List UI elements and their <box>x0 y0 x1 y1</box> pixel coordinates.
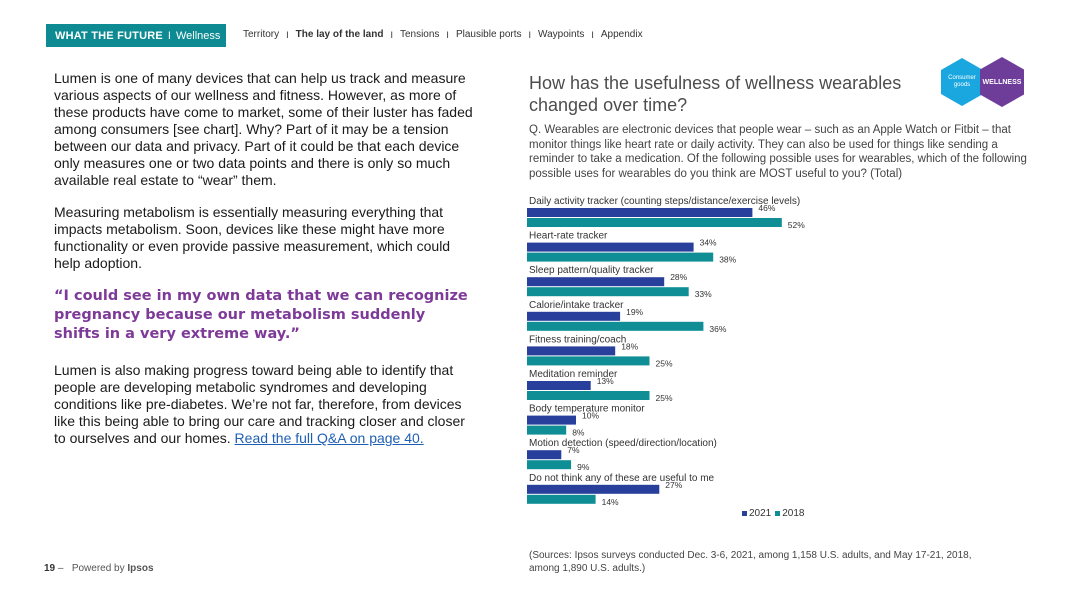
category-label: Meditation reminder <box>529 369 618 380</box>
data-label: 8% <box>572 428 585 438</box>
data-label: 13% <box>597 376 614 386</box>
page-footer: 19 – Powered by Ipsos <box>44 563 154 574</box>
legend-swatch-2018 <box>775 511 781 516</box>
nav-item-plausible-ports[interactable]: Plausible ports <box>455 29 522 40</box>
nav-separator: I <box>591 29 594 40</box>
sources-note: (Sources: Ipsos surveys conducted Dec. 3… <box>529 550 972 574</box>
chart-title: How has the usefulness of wellness weara… <box>529 73 902 115</box>
pull-quote: “I could see in my own data that we can … <box>54 288 468 342</box>
nav-item-tensions[interactable]: Tensions <box>399 29 440 40</box>
bar-2021 <box>527 484 660 494</box>
paragraph-2: Measuring metabolism is essentially meas… <box>54 204 451 271</box>
legend-swatch-2021 <box>742 511 747 516</box>
legend-label-2018: 2018 <box>782 508 805 519</box>
data-label: 18% <box>621 341 638 351</box>
data-label: 27% <box>665 480 682 490</box>
brand-separator: I <box>167 29 171 42</box>
data-label: 7% <box>567 445 580 455</box>
bar-2018 <box>527 391 650 400</box>
bar-2021 <box>527 311 621 321</box>
bar-2021 <box>527 381 591 390</box>
data-label: 46% <box>758 203 775 213</box>
survey-question: Q. Wearables are electronic devices that… <box>529 124 1027 180</box>
bar-2018 <box>527 460 572 470</box>
nav-item-territory[interactable]: Territory <box>243 29 280 40</box>
data-label: 33% <box>695 289 712 299</box>
nav-item-appendix[interactable]: Appendix <box>600 29 643 40</box>
bar-2018 <box>527 425 567 435</box>
ipsos-brand: Ipsos <box>127 563 154 574</box>
data-label: 52% <box>788 220 805 230</box>
consumer-goods-badge: Consumer goods <box>941 58 983 106</box>
hexagon-icon <box>980 57 1024 107</box>
bar-2018 <box>527 287 689 297</box>
paragraph-3-text: Lumen is also making progress toward bei… <box>54 362 465 446</box>
category-label: Body temperature monitor <box>529 404 645 415</box>
nav-item-waypoints[interactable]: Waypoints <box>538 29 585 40</box>
data-label: 36% <box>709 324 726 334</box>
data-label: 14% <box>602 497 619 506</box>
data-label: 9% <box>577 462 590 472</box>
brand-section: Wellness <box>175 29 221 42</box>
bar-2018 <box>527 356 650 366</box>
bar-2018 <box>527 321 704 331</box>
consumer-goods-label: Consumer goods <box>948 75 976 88</box>
category-label: Motion detection (speed/direction/locati… <box>529 438 717 449</box>
bar-2018 <box>527 252 714 262</box>
page-number: 19 <box>44 563 56 574</box>
bar-2021 <box>527 277 665 287</box>
section-nav: Territory I The lay of the land I Tensio… <box>243 29 643 40</box>
category-label: Do not think any of these are useful to … <box>529 473 715 484</box>
category-label: Calorie/intake tracker <box>529 300 624 311</box>
nav-separator: I <box>286 29 289 40</box>
nav-separator: I <box>528 29 532 40</box>
bar-2021 <box>527 450 562 460</box>
bar-2021 <box>527 208 753 217</box>
bar-2018 <box>527 218 782 227</box>
category-label: Fitness training/coach <box>529 334 626 345</box>
paragraph-3: Lumen is also making progress toward bei… <box>54 362 474 447</box>
legend-label-2021: 2021 <box>749 508 772 519</box>
brand-tag: WHAT THE FUTURE I Wellness <box>46 24 226 47</box>
data-label: 10% <box>582 411 599 421</box>
bar-2021 <box>527 242 694 252</box>
wellness-badge: WELLNESS <box>980 57 1024 107</box>
data-label: 25% <box>656 393 673 403</box>
bar-chart-svg: Daily activity tracker (counting steps/d… <box>527 196 805 507</box>
category-label: Daily activity tracker (counting steps/d… <box>529 196 800 207</box>
bar-2018 <box>527 494 596 504</box>
hexagon-icon <box>941 58 983 106</box>
data-label: 34% <box>700 238 717 248</box>
powered-by-text: Powered by <box>71 563 125 574</box>
chart-legend: 2021 2018 <box>742 508 805 519</box>
category-label: Sleep pattern/quality tracker <box>529 265 654 276</box>
data-label: 38% <box>719 255 736 265</box>
category-label: Heart-rate tracker <box>529 231 608 242</box>
paragraph-1: Lumen is one of many devices that can he… <box>54 70 473 188</box>
bar-chart: Daily activity tracker (counting steps/d… <box>527 194 827 511</box>
footer-dash: – <box>57 563 64 574</box>
data-label: 28% <box>670 272 687 282</box>
qa-link[interactable]: Read the full Q&A on page 40. <box>234 430 424 446</box>
wellness-label: WELLNESS <box>982 78 1022 86</box>
nav-separator: I <box>446 29 449 40</box>
nav-separator: I <box>390 29 393 40</box>
data-label: 19% <box>626 307 643 317</box>
brand-title: WHAT THE FUTURE <box>55 29 163 42</box>
nav-item-lay-of-the-land[interactable]: The lay of the land <box>295 29 384 40</box>
data-label: 25% <box>656 358 673 368</box>
bar-2021 <box>527 415 576 425</box>
body-text: Lumen is one of many devices that can he… <box>54 70 474 462</box>
bar-2021 <box>527 346 616 356</box>
